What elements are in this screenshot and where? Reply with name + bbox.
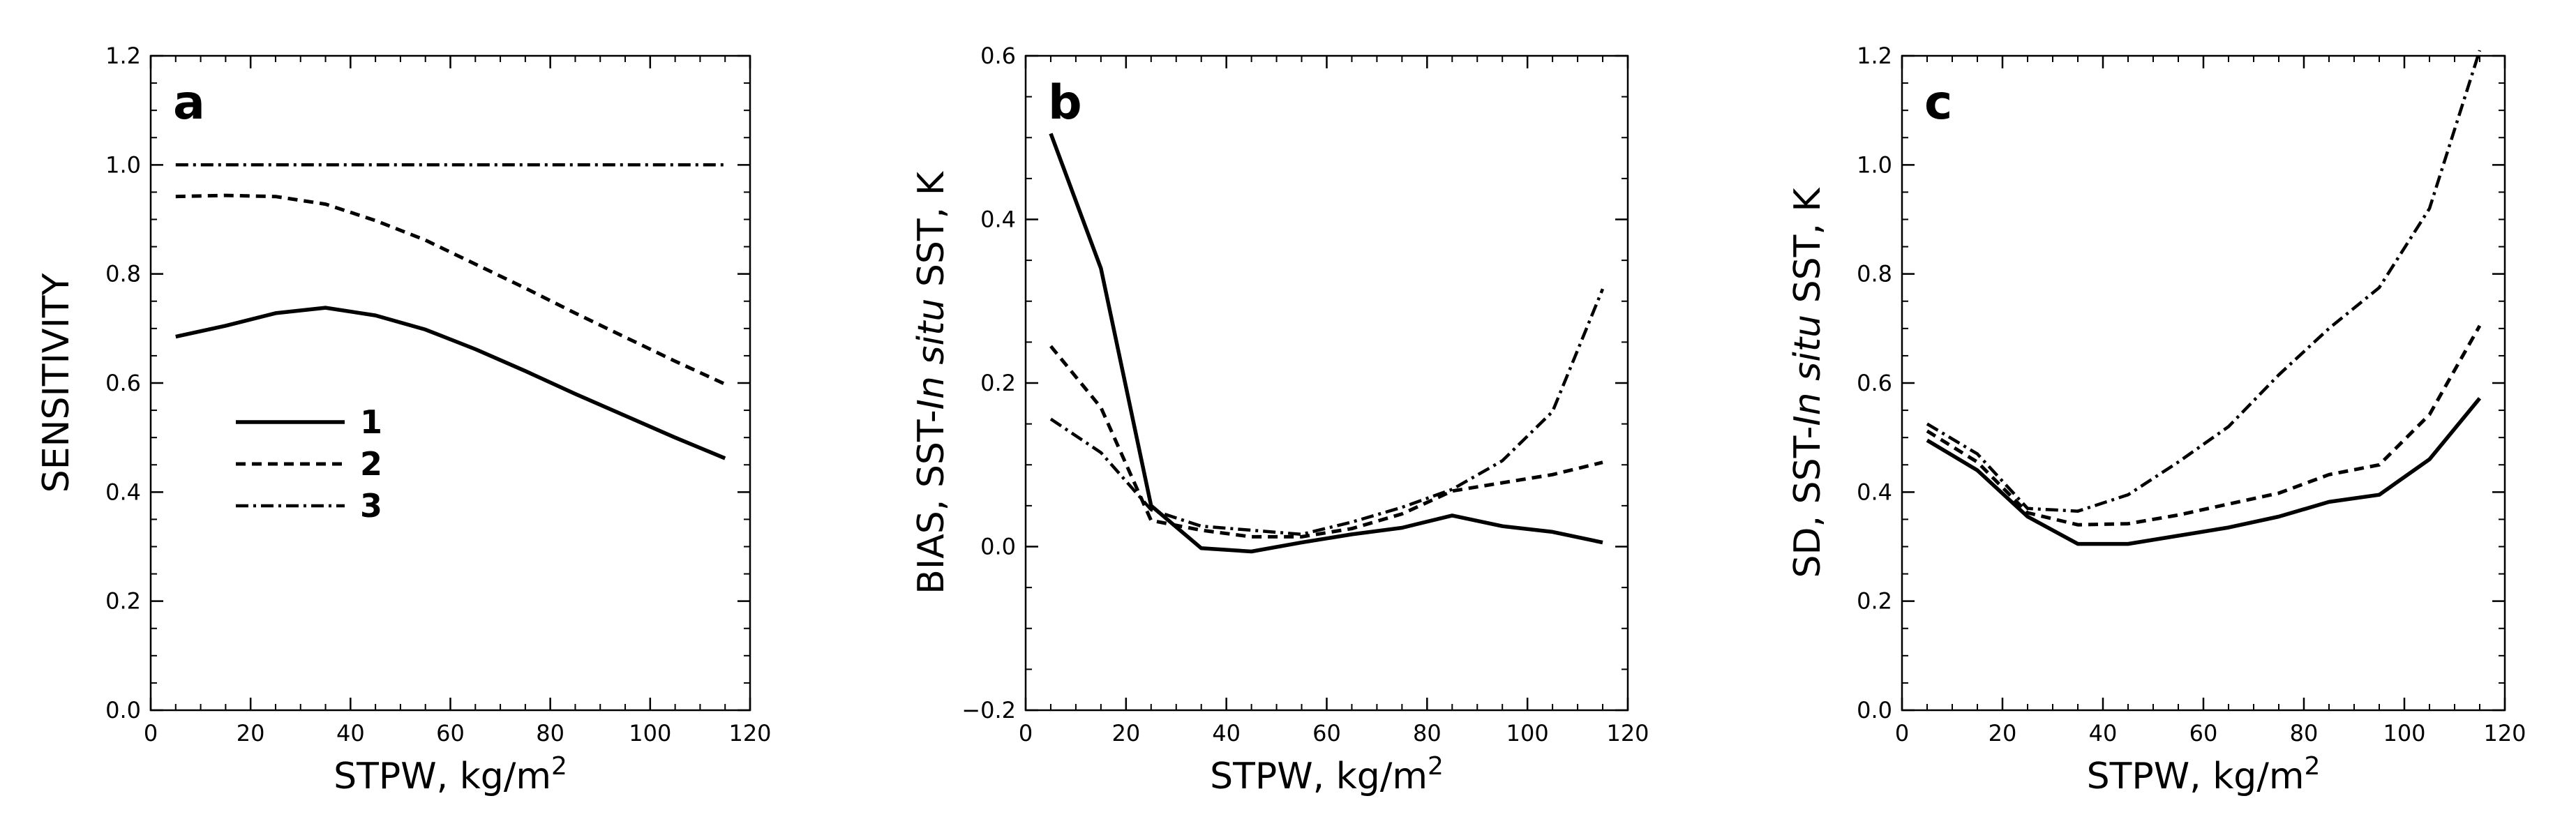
plot-frame	[1024, 54, 1629, 712]
legend-label-2: 2	[360, 445, 382, 483]
chart-panel-a: 0 20 40 60 80 100 120 0.0 0.2 0.4 0.6 0.8 1.0 1.2 STPW…	[36, 43, 772, 797]
y-tick-label: 1.2	[1857, 43, 1892, 69]
series-line-3	[1926, 50, 2482, 513]
x-tick-label: 20	[1989, 720, 2017, 746]
x-axis-label: STPW, kg/m2	[2087, 752, 2321, 797]
y-tick-label: 1.2	[105, 43, 141, 69]
y-tick-label: 0.6	[1857, 370, 1892, 396]
plot-frame	[1901, 54, 2506, 712]
x-tick-label: 100	[629, 720, 671, 746]
legend: 1 2 3	[236, 403, 382, 525]
y-tick-label: 0.6	[980, 43, 1016, 69]
y-axis-label: SENSITIVITY	[36, 273, 77, 493]
y-tick-label: 0.8	[105, 261, 141, 287]
legend-label-3: 3	[360, 487, 382, 525]
x-tick-label: 80	[2290, 720, 2319, 746]
chart-panel-b: 0 20 40 60 80 100 120 −0.2 0.0 0.2 0.4 0.6 STPW, kg/…	[911, 43, 1649, 797]
x-tick-label: 120	[728, 720, 771, 746]
y-axis-label: BIAS, SST-In situ SST, K	[911, 170, 952, 594]
y-tick-label: 0.0	[1857, 697, 1892, 723]
x-axis-label: STPW, kg/m2	[334, 752, 567, 797]
x-tick-label: 40	[336, 720, 365, 746]
x-tick-label: 0	[1895, 720, 1909, 746]
y-tick-label: 0.4	[105, 479, 141, 505]
panel-label: b	[1048, 75, 1082, 130]
x-tick-label: 100	[1506, 720, 1549, 746]
x-tick-label: 40	[1212, 720, 1241, 746]
x-tick-label: 60	[1312, 720, 1341, 746]
x-tick-label: 20	[1111, 720, 1140, 746]
y-tick-label: 0.0	[105, 697, 141, 723]
series-line-3	[1049, 288, 1605, 536]
series-line-1	[1049, 133, 1603, 554]
y-tick-label: 1.0	[105, 151, 141, 178]
series-line-1	[175, 306, 726, 460]
y-tick-label: 0.2	[980, 370, 1016, 396]
x-tick-label: 60	[2189, 720, 2218, 746]
panel-label: c	[1924, 75, 1952, 130]
x-tick-label: 80	[536, 720, 564, 746]
x-tick-label: 0	[1019, 720, 1033, 746]
panel-label: a	[173, 75, 205, 130]
series-line-2	[1926, 324, 2482, 527]
y-axis-label: SD, SST-In situ SST, K	[1787, 187, 1829, 578]
y-tick-label: 0.4	[980, 207, 1016, 233]
x-tick-label: 120	[2483, 720, 2526, 746]
y-tick-label: 0.8	[1857, 261, 1892, 287]
x-tick-label: 100	[2383, 720, 2425, 746]
y-tick-label: −0.2	[961, 697, 1016, 723]
y-tick-label: 0.6	[105, 370, 141, 396]
series-line-2	[175, 193, 726, 386]
x-tick-label: 0	[144, 720, 158, 746]
series-line-1	[1926, 397, 2482, 546]
x-axis-label: STPW, kg/m2	[1210, 752, 1444, 797]
y-tick-label: 0.2	[1857, 588, 1892, 615]
series-line-2	[1049, 345, 1603, 539]
x-tick-label: 120	[1606, 720, 1649, 746]
x-tick-label: 20	[237, 720, 265, 746]
y-tick-label: 0.0	[980, 534, 1016, 560]
y-tick-label: 0.4	[1857, 479, 1892, 505]
x-tick-label: 40	[2089, 720, 2118, 746]
y-tick-label: 1.0	[1857, 151, 1892, 178]
chart-panel-c: 0 20 40 60 80 100 120 0.0 0.2 0.4 0.6 0.8 1.0 1.2 STPW…	[1787, 43, 2526, 797]
legend-label-1: 1	[360, 403, 382, 441]
x-tick-label: 60	[436, 720, 465, 746]
plot-frame	[149, 54, 751, 712]
x-tick-label: 80	[1413, 720, 1441, 746]
y-tick-label: 0.2	[105, 588, 141, 615]
